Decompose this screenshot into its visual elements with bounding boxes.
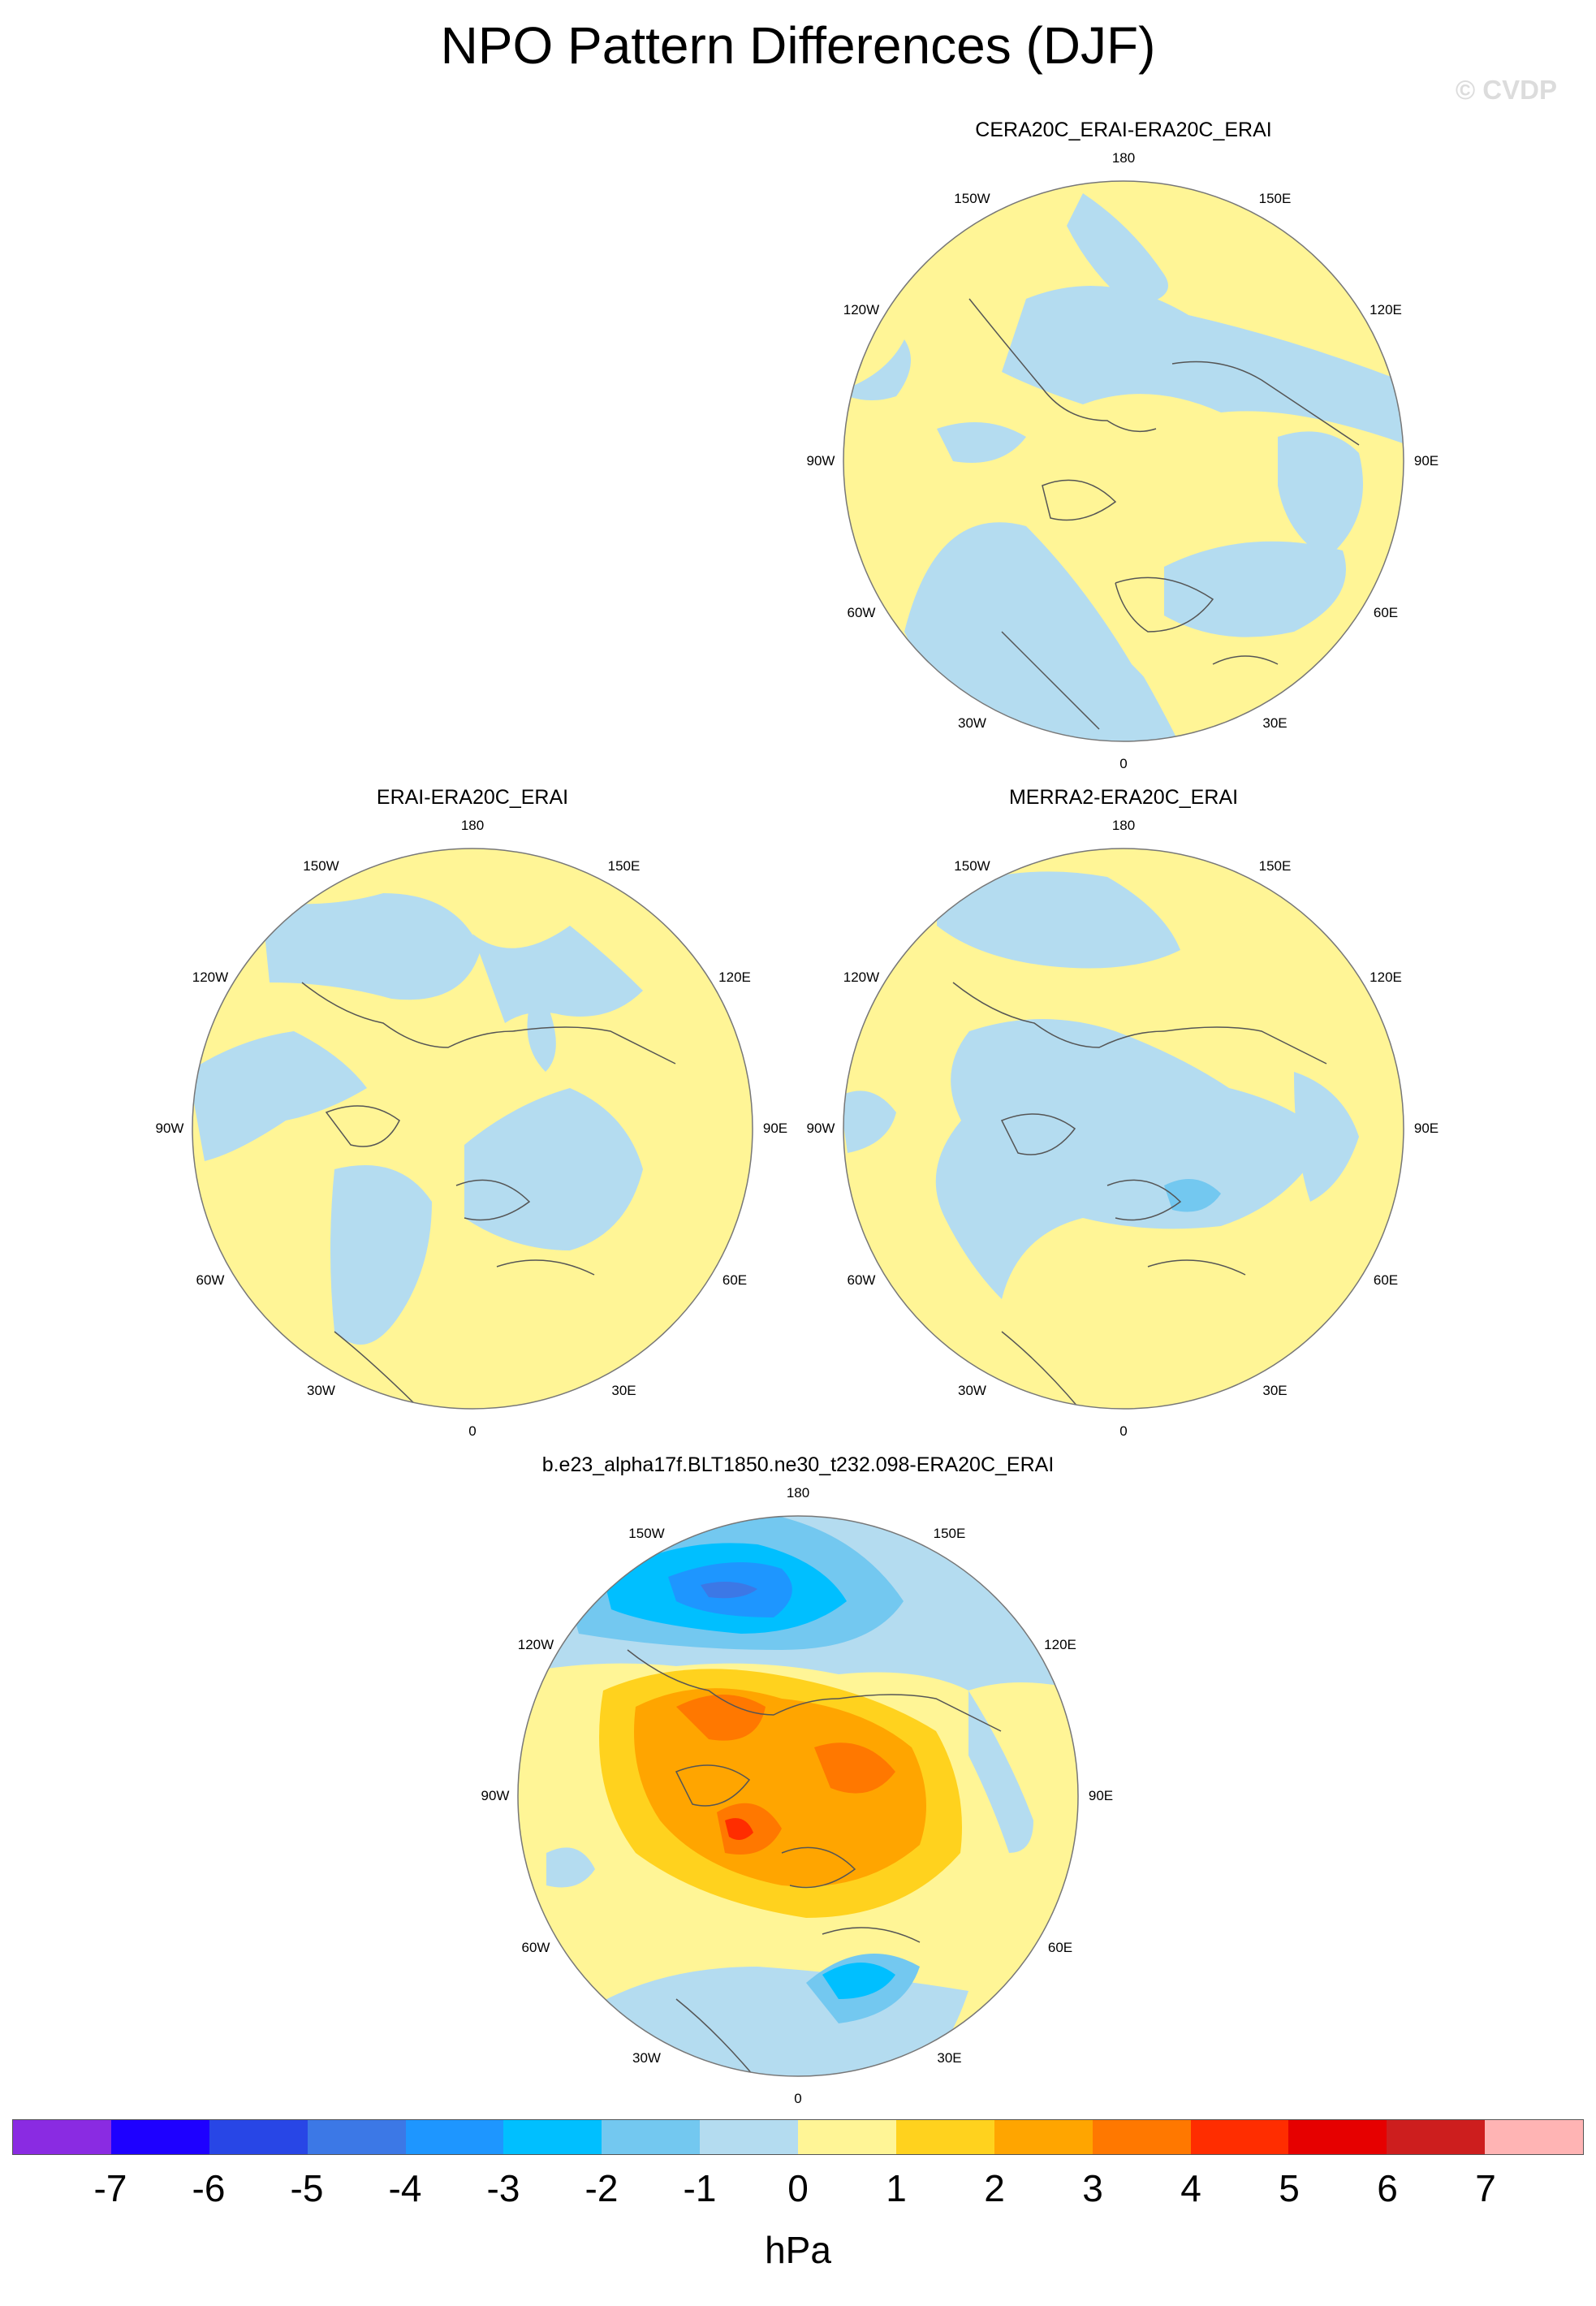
longitude-label-right-lower: 60E <box>1373 604 1399 620</box>
colorbar-segment <box>1288 2120 1387 2154</box>
colorbar-tick-label: 0 <box>787 2167 809 2209</box>
longitude-label-left-upper: 120W <box>192 969 229 985</box>
longitude-label-bottom-left: 30W <box>307 1383 335 1399</box>
longitude-label-top: 180 <box>1111 150 1136 166</box>
panel-title-cera20c: CERA20C_ERAI-ERA20C_ERAI <box>975 119 1272 141</box>
panel-title-merra2: MERRA2-ERA20C_ERAI <box>1008 786 1239 809</box>
colorbar-segment <box>405 2120 504 2154</box>
longitude-label-bottom: 0 <box>1119 1423 1128 1439</box>
longitude-label-right: 90E <box>1413 453 1439 469</box>
longitude-label-right: 90E <box>1413 1121 1439 1136</box>
longitude-label-right-lower: 60E <box>1373 1272 1399 1288</box>
cvdp-credit: © CVDP <box>1455 75 1557 105</box>
panel-title-erai: ERAI-ERA20C_ERAI <box>376 786 569 809</box>
polar-map-cera20c <box>843 180 1404 742</box>
longitude-label-bottom-right: 30E <box>937 2050 962 2066</box>
colorbar-tick-label: -3 <box>486 2167 520 2209</box>
colorbar-tick-label: 3 <box>1082 2167 1103 2209</box>
colorbar-tick-label: 7 <box>1475 2167 1496 2209</box>
colorbar-tick-label: -4 <box>388 2167 422 2209</box>
longitude-label-left: 90W <box>806 453 835 469</box>
colorbar-tick-label: -1 <box>683 2167 717 2209</box>
longitude-label-right-lower: 60E <box>722 1272 748 1288</box>
longitude-label-top-right: 150E <box>1258 857 1292 874</box>
colorbar-segment <box>1092 2120 1191 2154</box>
longitude-label-right-upper: 120E <box>718 969 751 985</box>
colorbar-segment <box>602 2120 701 2154</box>
colorbar-segment <box>994 2120 1093 2154</box>
colorbar <box>12 2119 1584 2155</box>
longitude-label-bottom-right: 30E <box>1262 1383 1288 1399</box>
panel-title-model: b.e23_alpha17f.BLT1850.ne30_t232.098-ERA… <box>541 1453 1055 1476</box>
longitude-label-top-right: 150E <box>933 1525 966 1541</box>
colorbar-segment <box>13 2120 111 2154</box>
longitude-label-right-upper: 120E <box>1370 969 1402 985</box>
longitude-label-top: 180 <box>1111 818 1136 833</box>
longitude-label-bottom-left: 30W <box>958 1383 986 1399</box>
longitude-label-left: 90W <box>155 1121 184 1136</box>
colorbar-segment <box>1190 2120 1289 2154</box>
longitude-label-bottom-left: 30W <box>958 715 986 732</box>
longitude-label-top-right: 150E <box>1258 190 1292 206</box>
longitude-label-bottom-right: 30E <box>1262 715 1288 732</box>
longitude-label-left-upper: 120W <box>843 301 880 317</box>
longitude-label-top-left: 150W <box>628 1525 665 1541</box>
colorbar-segment <box>110 2120 209 2154</box>
colorbar-tick-label: 2 <box>984 2167 1005 2209</box>
colorbar-tick-label: 4 <box>1180 2167 1201 2209</box>
longitude-label-right-upper: 120E <box>1044 1636 1076 1652</box>
longitude-label-right-upper: 120E <box>1370 301 1402 317</box>
longitude-label-right: 90E <box>1088 1788 1114 1803</box>
colorbar-tick-label: 5 <box>1279 2167 1300 2209</box>
polar-map-merra2 <box>843 848 1404 1410</box>
colorbar-tick-label: 6 <box>1377 2167 1398 2209</box>
colorbar-tick-label: 1 <box>886 2167 907 2209</box>
longitude-label-bottom: 0 <box>1119 756 1128 771</box>
longitude-label-top-right: 150E <box>607 857 641 874</box>
colorbar-segment <box>798 2120 896 2154</box>
figure-title: NPO Pattern Differences (DJF) <box>440 16 1156 75</box>
longitude-label-left-upper: 120W <box>517 1636 554 1652</box>
longitude-label-top-left: 150W <box>303 857 339 874</box>
colorbar-tick-label: -6 <box>192 2167 226 2209</box>
longitude-label-right: 90E <box>762 1121 788 1136</box>
colorbar-tick-label: -7 <box>93 2167 127 2209</box>
colorbar-segment <box>209 2120 308 2154</box>
longitude-label-top-left: 150W <box>954 190 990 206</box>
longitude-label-left: 90W <box>481 1788 510 1803</box>
longitude-label-left-lower: 60W <box>196 1272 225 1288</box>
colorbar-tick-label: -2 <box>584 2167 619 2209</box>
longitude-label-bottom-left: 30W <box>632 2050 661 2066</box>
longitude-label-left-lower: 60W <box>847 604 876 620</box>
polar-map-model <box>517 1515 1079 2077</box>
longitude-label-top: 180 <box>786 1485 810 1501</box>
polar-map-erai <box>192 848 753 1410</box>
longitude-label-left: 90W <box>806 1121 835 1136</box>
colorbar-units: hPa <box>765 2229 831 2271</box>
colorbar-segment <box>503 2120 602 2154</box>
colorbar-segment <box>307 2120 406 2154</box>
colorbar-segment <box>1485 2120 1583 2154</box>
colorbar-segment <box>700 2120 798 2154</box>
longitude-label-bottom: 0 <box>794 2091 802 2106</box>
longitude-label-bottom: 0 <box>468 1423 477 1439</box>
longitude-label-left-lower: 60W <box>847 1272 876 1288</box>
colorbar-segment <box>1387 2120 1486 2154</box>
longitude-label-right-lower: 60E <box>1047 1939 1073 1955</box>
longitude-label-bottom-right: 30E <box>611 1383 636 1399</box>
colorbar-segment <box>895 2120 994 2154</box>
longitude-label-left-lower: 60W <box>521 1939 550 1955</box>
longitude-label-top-left: 150W <box>954 857 990 874</box>
longitude-label-top: 180 <box>460 818 485 833</box>
colorbar-tick-label: -5 <box>290 2167 324 2209</box>
longitude-label-left-upper: 120W <box>843 969 880 985</box>
